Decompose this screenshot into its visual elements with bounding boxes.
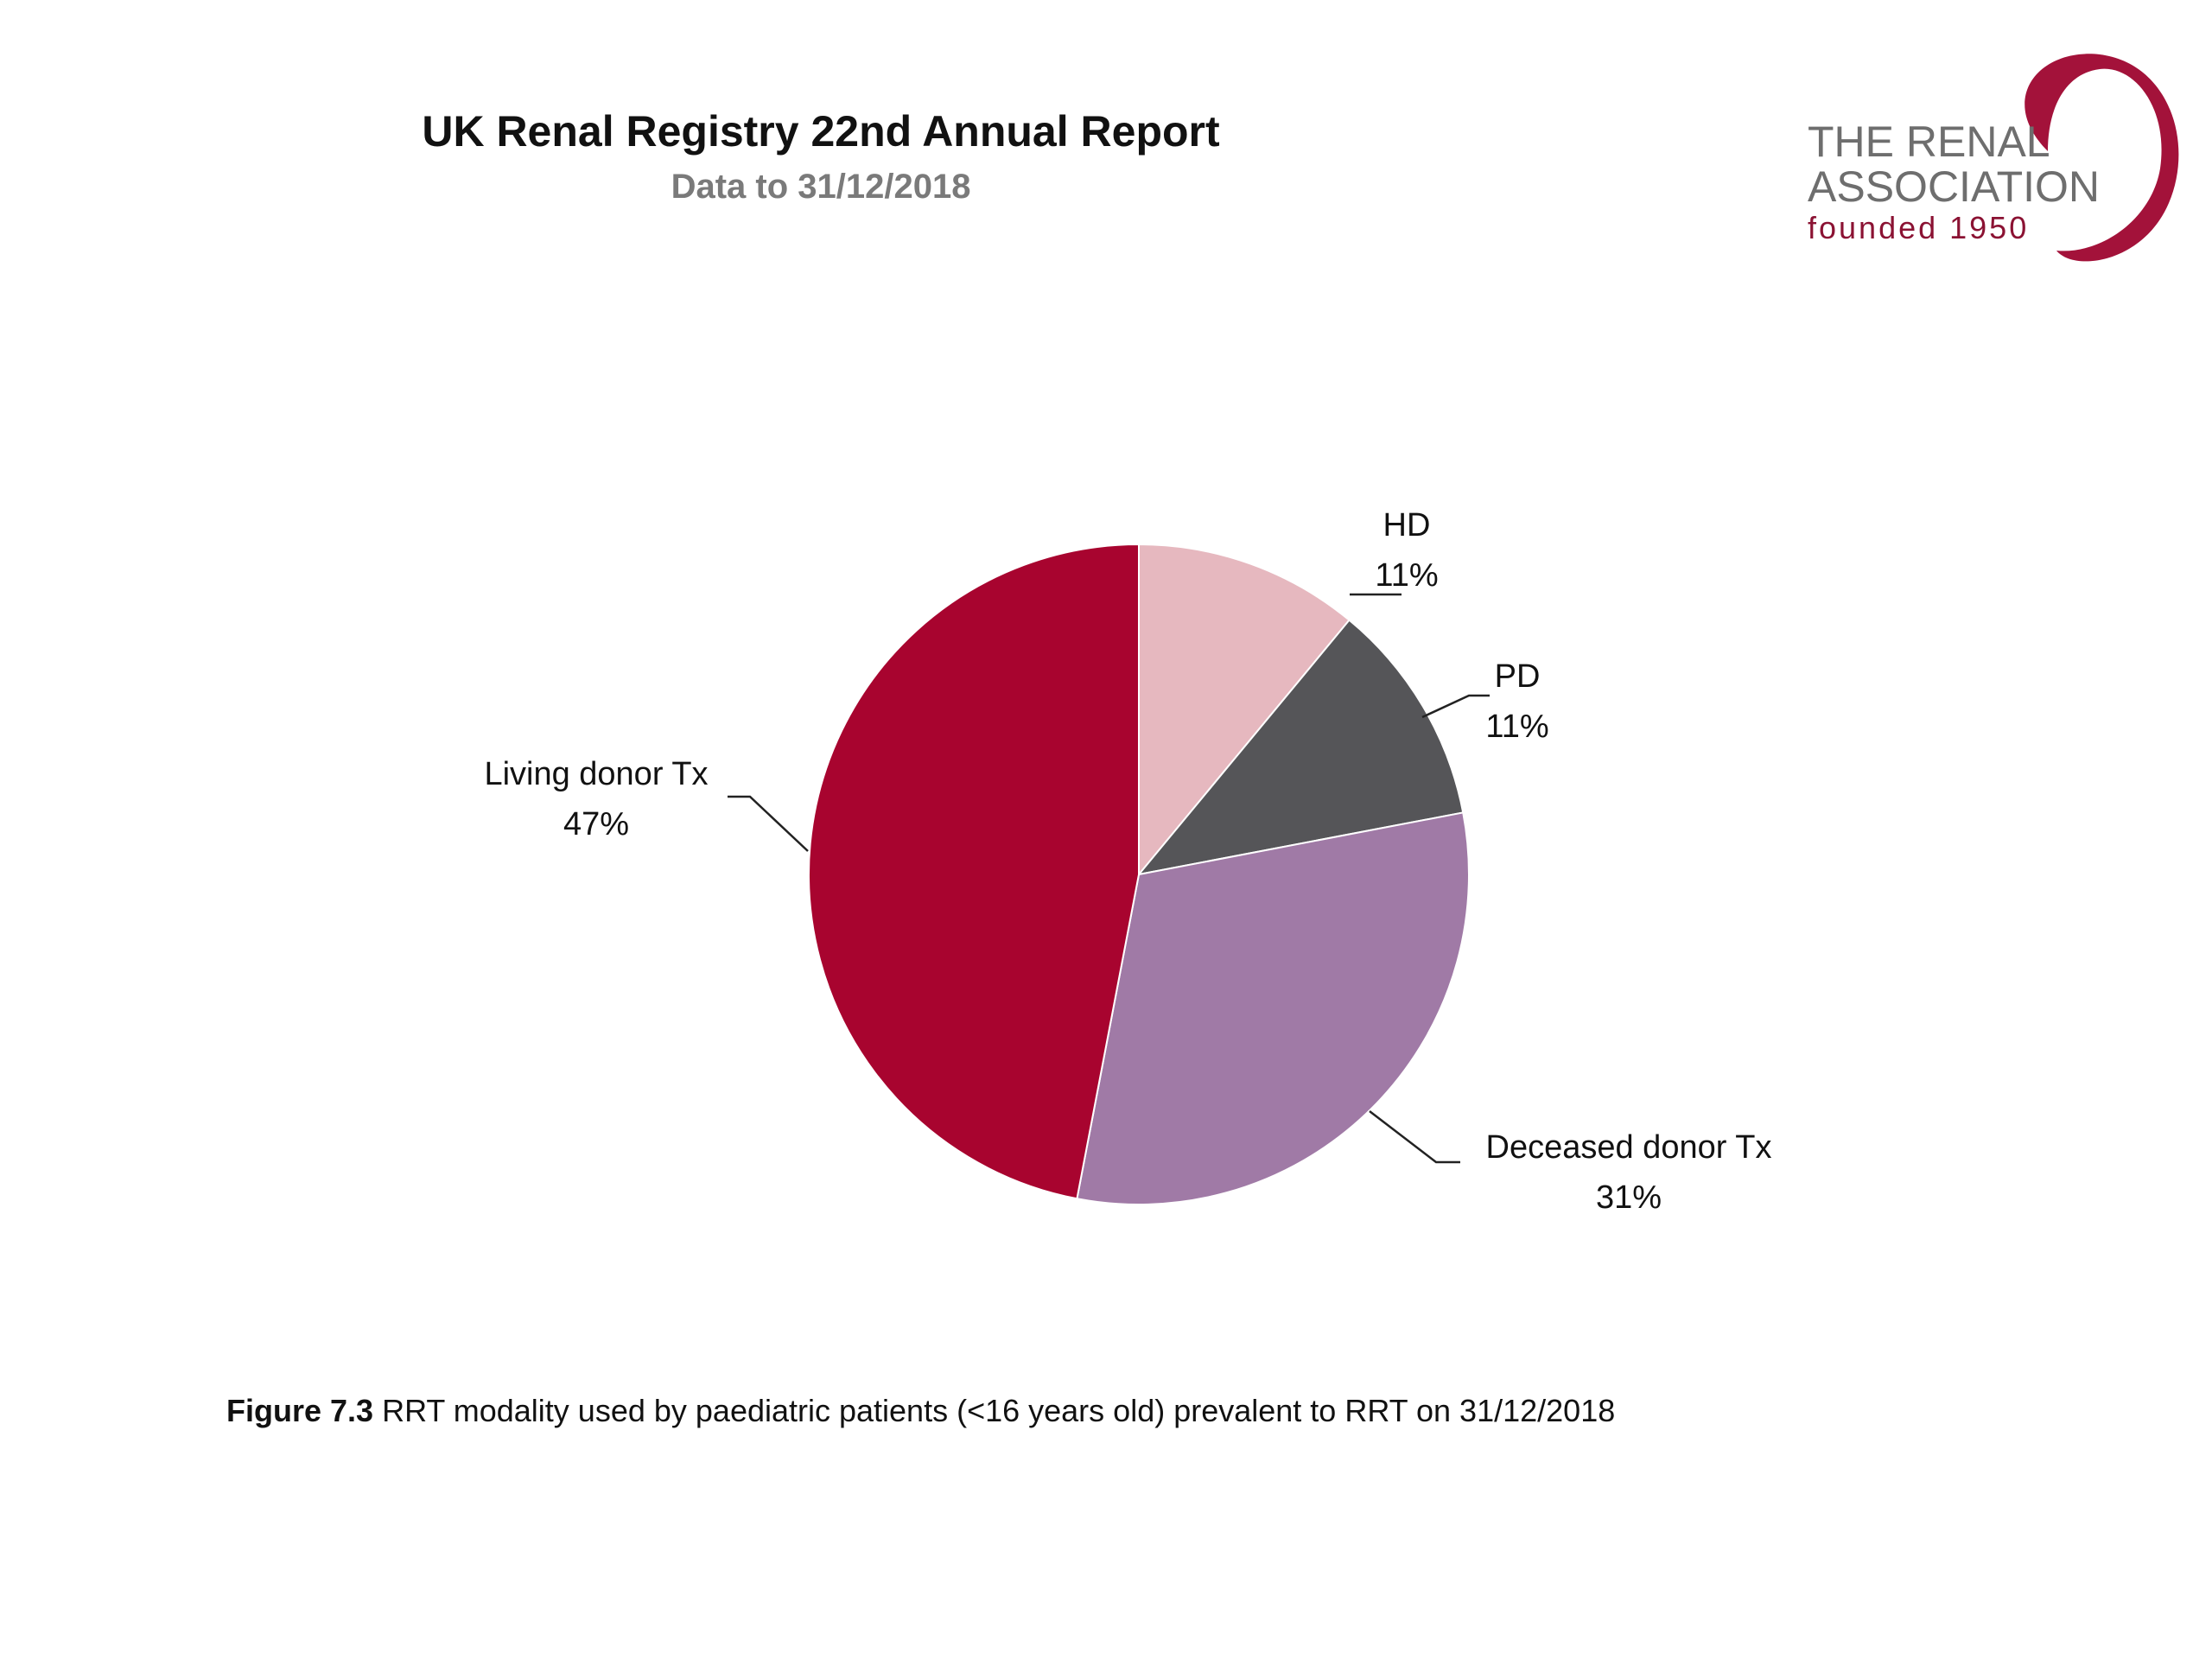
slice-label-living-donor-tx: Living donor Tx bbox=[484, 756, 708, 792]
slice-value-living-donor-tx: 47% bbox=[563, 806, 629, 842]
report-title: UK Renal Registry 22nd Annual Report bbox=[422, 107, 1220, 156]
renal-association-logo: THE RENAL ASSOCIATION founded 1950 bbox=[1789, 48, 2186, 272]
slice-label-pd: PD bbox=[1495, 658, 1541, 695]
slice-label-hd: HD bbox=[1383, 507, 1431, 543]
slice-value-hd: 11% bbox=[1375, 557, 1438, 594]
logo-line-3: founded 1950 bbox=[1808, 210, 2030, 245]
leader-line-deceased-donor-tx bbox=[1369, 1110, 1460, 1164]
report-header: UK Renal Registry 22nd Annual Report Dat… bbox=[0, 104, 1642, 213]
slice-value-pd: 11% bbox=[1485, 709, 1548, 745]
figure-caption-label: Figure 7.3 bbox=[226, 1393, 374, 1428]
logo-line-2: ASSOCIATION bbox=[1808, 162, 2101, 211]
figure-caption-text: RRT modality used by paediatric patients… bbox=[373, 1393, 1616, 1428]
pie-slice-pd bbox=[1136, 619, 1465, 876]
figure-caption: Figure 7.3 RRT modality used by paediatr… bbox=[226, 1393, 1615, 1429]
slice-label-deceased-donor-tx: Deceased donor Tx bbox=[1486, 1129, 1772, 1166]
pie-slice-hd bbox=[1138, 543, 1351, 877]
pie-slice-living-donor-tx bbox=[808, 543, 1140, 1200]
logo-line-1: THE RENAL bbox=[1808, 118, 2050, 166]
leader-line-pd bbox=[1421, 694, 1490, 719]
logo-swoosh-icon bbox=[2024, 54, 2179, 262]
leader-line-living-donor-tx bbox=[728, 795, 809, 852]
pie-slice-deceased-donor-tx bbox=[1076, 811, 1470, 1205]
slice-value-deceased-donor-tx: 31% bbox=[1596, 1179, 1662, 1216]
report-subtitle: Data to 31/12/2018 bbox=[671, 168, 971, 206]
